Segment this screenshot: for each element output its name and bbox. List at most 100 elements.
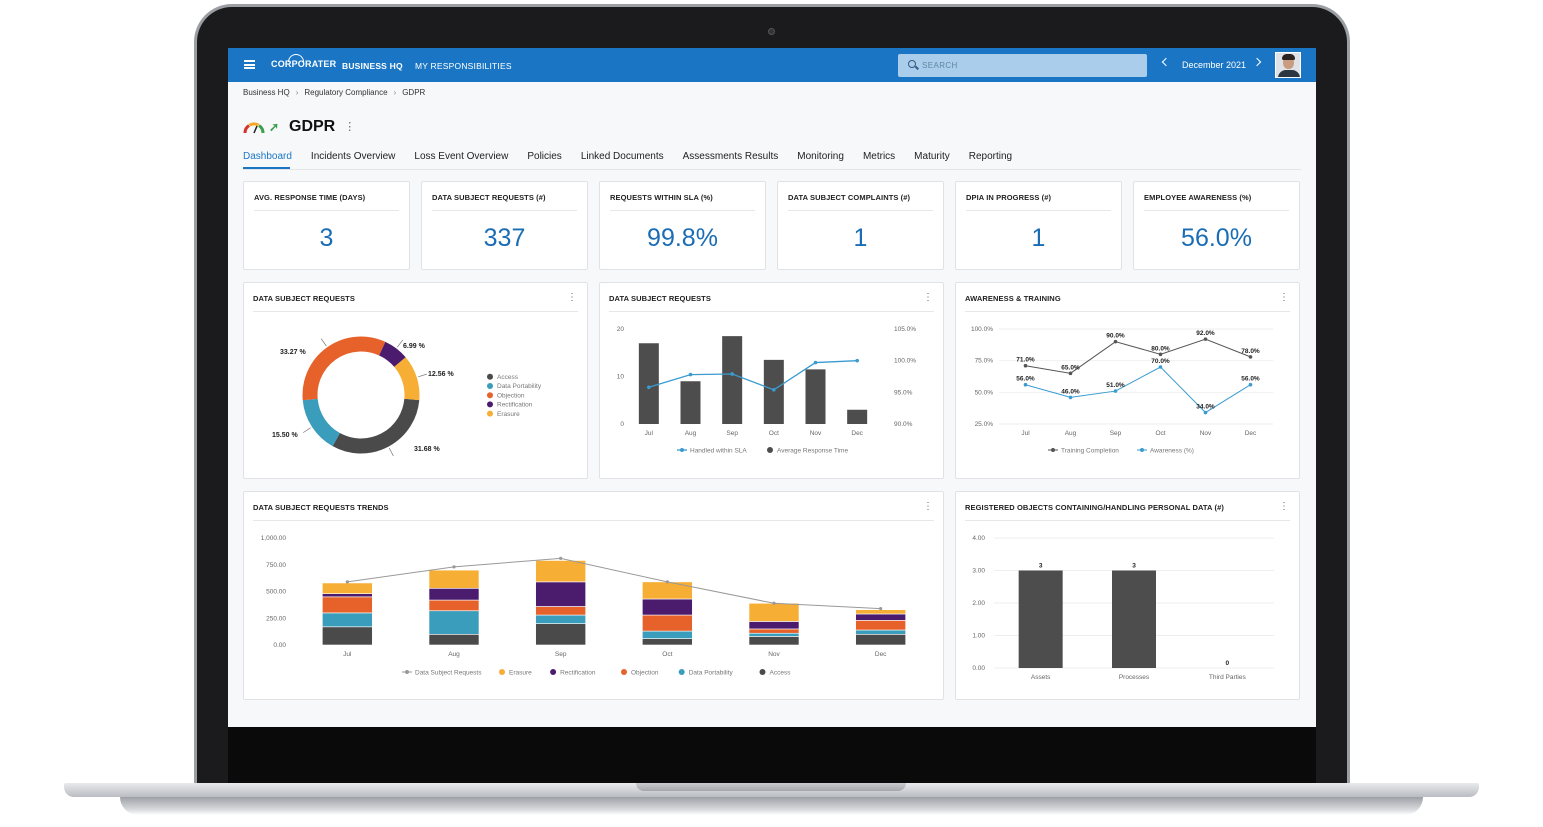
data-label: 71.0% xyxy=(1016,357,1035,364)
kpi-card-avg-response-time[interactable]: AVG. RESPONSE TIME (DAYS) 3 xyxy=(243,181,410,270)
stacked-bar-chart: 1,000.00 750.00 500.00 250.00 0.00 Jul Aug Sep O… xyxy=(261,535,906,677)
donut-slice-erasure xyxy=(393,357,420,401)
donut-slice-data-portability xyxy=(302,398,341,447)
nav-my-responsibilities[interactable]: MY RESPONSIBILITIES xyxy=(415,61,512,71)
legend-swatch-erasure xyxy=(487,410,493,417)
donut-slice-objection xyxy=(302,336,386,401)
kpi-title: DPIA IN PROGRESS (#) xyxy=(966,193,1052,202)
avatar-body-shape xyxy=(1278,70,1300,77)
user-avatar[interactable] xyxy=(1275,52,1301,78)
x-axis-tick-label: Sep xyxy=(1110,430,1122,437)
line-point-jul xyxy=(647,385,651,390)
breadcrumb-regulatory-compliance[interactable]: Regulatory Compliance xyxy=(304,88,388,97)
y-axis-tick-label: 2.00 xyxy=(972,600,985,607)
tab-incidents-overview[interactable]: Incidents Overview xyxy=(310,151,396,162)
card-more-options-icon[interactable]: ⋮ xyxy=(1279,292,1289,303)
chevron-left-icon[interactable] xyxy=(1161,57,1171,67)
y-axis-tick-label: 75.0% xyxy=(975,358,994,365)
breadcrumb-business-hq[interactable]: Business HQ xyxy=(243,88,290,97)
nav-business-hq[interactable]: BUSINESS HQ xyxy=(342,61,403,71)
tab-linked-documents[interactable]: Linked Documents xyxy=(580,151,664,162)
y-axis-tick-label: 100.0% xyxy=(971,326,993,333)
data-label: 56.0% xyxy=(1016,376,1035,383)
line-point-aug xyxy=(688,372,693,377)
tab-maturity[interactable]: Maturity xyxy=(914,151,950,162)
y-axis-right-tick-label: 105.0% xyxy=(894,326,916,333)
bar-segment-data-portability-nov xyxy=(748,632,800,637)
legend-swatch-rectification xyxy=(550,669,557,675)
bar-aug xyxy=(680,381,701,424)
bar-segment-access-oct xyxy=(642,638,693,646)
y-axis-tick-label: 0.00 xyxy=(273,642,286,649)
line-point-oct xyxy=(665,580,669,584)
breadcrumb-separator-icon: › xyxy=(393,88,397,97)
line-point-nov xyxy=(813,360,818,365)
bar-segment-rectification-dec xyxy=(855,613,906,621)
kpi-value: 56.0% xyxy=(1181,224,1252,252)
kpi-card-requests-within-sla[interactable]: REQUESTS WITHIN SLA (%) 99.8% xyxy=(599,181,766,270)
laptop-notch xyxy=(636,783,906,791)
data-label: 92.0% xyxy=(1196,330,1215,337)
data-label: 65.0% xyxy=(1061,364,1080,371)
chevron-right-icon[interactable] xyxy=(1252,57,1262,67)
kpi-card-data-subject-complaints[interactable]: DATA SUBJECT COMPLAINTS (#) 1 xyxy=(777,181,944,270)
card-more-options-icon[interactable]: ⋮ xyxy=(1279,501,1289,512)
tab-loss-event-overview[interactable]: Loss Event Overview xyxy=(414,151,509,162)
y-axis-tick-label: 1,000.00 xyxy=(261,535,287,542)
legend-label-erasure: Erasure xyxy=(497,411,520,418)
more-options-icon[interactable]: ⋮ xyxy=(344,120,356,133)
chart-title: DATA SUBJECT REQUESTS xyxy=(253,294,355,303)
app-logo[interactable]: CORPORATER xyxy=(271,59,337,69)
card-more-options-icon[interactable]: ⋮ xyxy=(923,292,933,303)
tab-reporting[interactable]: Reporting xyxy=(968,151,1013,162)
gauge-icon xyxy=(243,122,265,133)
period-label[interactable]: December 2021 xyxy=(1182,60,1247,70)
bar-segment-erasure-oct xyxy=(642,581,693,600)
bar-oct xyxy=(763,359,784,424)
tab-policies[interactable]: Policies xyxy=(527,151,562,162)
kpi-value: 1 xyxy=(853,224,868,252)
tab-metrics[interactable]: Metrics xyxy=(862,151,896,162)
tab-monitoring[interactable]: Monitoring xyxy=(797,151,844,162)
legend-swatch-objection xyxy=(487,392,493,399)
kpi-card-data-subject-requests[interactable]: DATA SUBJECT REQUESTS (#) 337 xyxy=(421,181,588,270)
laptop-bezel xyxy=(228,727,1316,783)
kpi-card-dpia-in-progress[interactable]: DPIA IN PROGRESS (#) 1 xyxy=(955,181,1122,270)
hamburger-menu-icon[interactable] xyxy=(244,60,255,69)
search-box[interactable] xyxy=(898,54,1147,77)
x-axis-tick-label: Dec xyxy=(1245,430,1257,437)
trend-up-icon: ➚ xyxy=(269,120,280,134)
legend-swatch-rectification xyxy=(487,401,493,408)
kpi-value: 3 xyxy=(319,224,334,252)
legend-label-erasure: Erasure xyxy=(509,670,532,677)
line-point-dec xyxy=(855,358,859,363)
card-divider xyxy=(253,311,578,312)
search-input[interactable] xyxy=(922,58,1132,73)
bar-nov xyxy=(805,369,826,424)
x-axis-tick-label: Assets xyxy=(1031,674,1051,681)
bar-jul xyxy=(638,343,659,424)
data-label: 51.0% xyxy=(1106,382,1125,389)
bar-segment-erasure-nov xyxy=(748,602,800,622)
kpi-title: EMPLOYEE AWARENESS (%) xyxy=(1144,193,1252,202)
tab-dashboard[interactable]: Dashboard xyxy=(243,151,292,162)
line-point-sep xyxy=(1113,339,1118,344)
bar-dec xyxy=(847,409,868,424)
legend-label-objection: Objection xyxy=(497,392,525,399)
tab-assessments-results[interactable]: Assessments Results xyxy=(682,151,779,162)
laptop-base-shadow xyxy=(120,797,1423,815)
x-axis-tick-label: Nov xyxy=(768,651,780,658)
donut-chart: 31.68 % 15.50 % 33.27 % 6.99 % 12.56 % Access… xyxy=(272,336,542,457)
chart-card-registered-objects: REGISTERED OBJECTS CONTAINING/HANDLING P… xyxy=(955,491,1300,700)
breadcrumb-gdpr[interactable]: GDPR xyxy=(402,88,426,97)
chart-title: DATA SUBJECT REQUESTS TRENDS xyxy=(253,503,389,512)
card-more-options-icon[interactable]: ⋮ xyxy=(923,501,933,512)
card-more-options-icon[interactable]: ⋮ xyxy=(567,292,577,303)
kpi-card-employee-awareness[interactable]: EMPLOYEE AWARENESS (%) 56.0% xyxy=(1133,181,1300,270)
bar-segment-objection-nov xyxy=(748,628,800,634)
bar-segment-rectification-oct xyxy=(642,598,693,616)
data-label: 90.0% xyxy=(1106,333,1125,340)
line-point-oct xyxy=(1158,352,1163,357)
donut-value-label: 33.27 % xyxy=(280,349,306,356)
kpi-divider xyxy=(254,210,399,211)
